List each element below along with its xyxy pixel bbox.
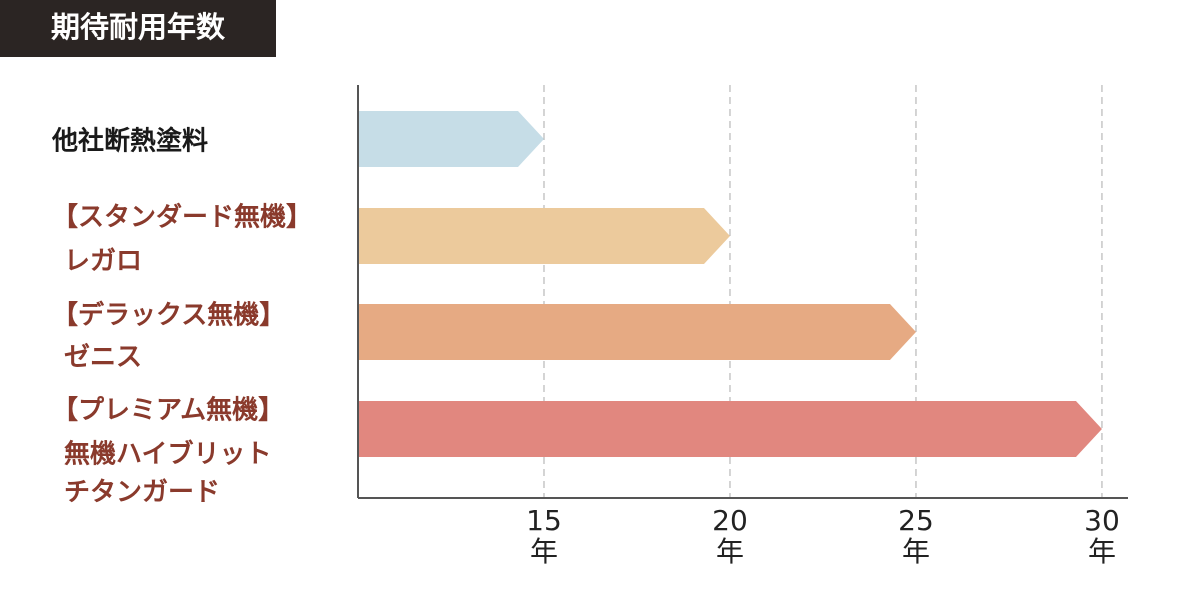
y-tick-label: ゼニス bbox=[64, 343, 142, 373]
y-tick-label: レガロ bbox=[64, 247, 142, 277]
bar bbox=[358, 208, 730, 264]
x-tick-label: 20 bbox=[712, 504, 748, 537]
x-unit-label: 年 bbox=[902, 535, 930, 568]
x-unit-label: 年 bbox=[716, 535, 744, 568]
y-tick-label: 【デラックス無機】 bbox=[52, 300, 285, 331]
bar bbox=[358, 111, 544, 167]
x-tick-label: 25 bbox=[898, 504, 934, 537]
bar bbox=[358, 401, 1102, 457]
x-tick-label: 15 bbox=[526, 504, 562, 537]
y-tick-label: 【プレミアム無機】 bbox=[52, 396, 284, 426]
y-tick-label: 【スタンダード無機】 bbox=[52, 202, 312, 233]
bar bbox=[358, 304, 916, 360]
y-tick-label: チタンガード bbox=[64, 478, 220, 508]
title-box bbox=[0, 0, 276, 57]
x-unit-label: 年 bbox=[530, 535, 558, 568]
chart-title: 期待耐用年数 bbox=[51, 10, 226, 44]
y-tick-label: 無機ハイブリット bbox=[64, 439, 271, 470]
x-unit-label: 年 bbox=[1088, 535, 1116, 568]
x-tick-label: 30 bbox=[1084, 504, 1120, 537]
y-tick-label: 他社断熱塗料 bbox=[51, 126, 208, 157]
